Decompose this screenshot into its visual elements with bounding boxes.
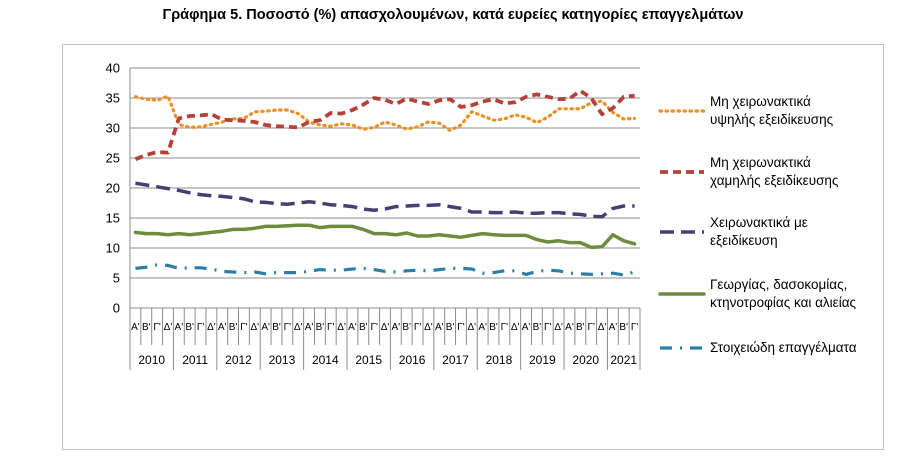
- series-line-5: [135, 263, 635, 277]
- x-tick-label: Α': [522, 322, 531, 333]
- x-tick-label: Δ': [598, 322, 607, 333]
- x-tick-label: Γ': [501, 322, 509, 333]
- legend-label-line: κτηνοτροφίας και αλιείας: [710, 295, 857, 310]
- chart-frame: [62, 44, 884, 450]
- year-label: 2020: [572, 353, 599, 367]
- x-tick-label: Γ': [197, 322, 205, 333]
- x-tick-label: Α': [565, 322, 574, 333]
- legend-label-line: Χειρωνακτικά με: [710, 215, 808, 230]
- x-tick-label: Β': [359, 322, 368, 333]
- x-tick-label: Α': [305, 322, 314, 333]
- series-line-1: [133, 94, 637, 132]
- x-tick-label: Α': [348, 322, 357, 333]
- x-tick-label: Α': [435, 322, 444, 333]
- x-tick-label: Γ': [153, 322, 161, 333]
- legend-label-line: εξειδίκευση: [710, 233, 778, 248]
- year-label: 2013: [269, 353, 296, 367]
- x-tick-label: Δ': [164, 322, 173, 333]
- legend-label-line: Στοιχειώδη επαγγέλματα: [710, 340, 857, 355]
- x-tick-label: Β': [402, 322, 411, 333]
- year-label: 2011: [182, 353, 208, 367]
- x-tick-label: Β': [489, 322, 498, 333]
- year-label: 2019: [529, 353, 556, 367]
- x-tick-label: Α': [218, 322, 227, 333]
- x-tick-label: Β': [142, 322, 151, 333]
- series-line-4: [133, 223, 637, 250]
- year-label: 2010: [138, 353, 165, 367]
- legend-label-line: υψηλής εξειδίκευσης: [710, 112, 834, 127]
- legend-label-line: χαμηλής εξειδίκευσης: [710, 173, 839, 188]
- legend-label-2: Μη χειρωνακτικά χαμηλής εξειδίκευσης: [710, 154, 838, 190]
- chart-title: Γράφημα 5. Ποσοστό (%) απασχολουμένων, κ…: [162, 7, 744, 23]
- x-tick-label: Δ': [294, 322, 303, 333]
- y-tick-label: 40: [106, 61, 120, 76]
- x-tick-label: Γ': [631, 322, 639, 333]
- x-tick-label: Γ': [457, 322, 465, 333]
- y-tick-label: 20: [106, 181, 120, 196]
- year-label: 2018: [486, 353, 513, 367]
- year-label: 2014: [312, 353, 339, 367]
- x-tick-label: Δ': [511, 322, 520, 333]
- year-label: 2012: [225, 353, 252, 367]
- legend-label-5: Στοιχειώδη επαγγέλματα: [710, 339, 857, 357]
- x-tick-label: Α': [261, 322, 270, 333]
- x-tick-label: Δ': [468, 322, 477, 333]
- year-label: 2015: [355, 353, 382, 367]
- y-tick-label: 5: [113, 271, 120, 286]
- legend-label-line: Μη χειρωνακτικά: [710, 94, 811, 109]
- y-tick-label: 10: [106, 241, 120, 256]
- x-tick-label: Β': [229, 322, 238, 333]
- x-tick-label: Γ': [414, 322, 422, 333]
- x-tick-label: Δ': [554, 322, 563, 333]
- legend-label-line: Μη χειρωνακτικά: [710, 155, 811, 170]
- year-label: 2021: [610, 353, 637, 367]
- x-tick-label: Γ': [240, 322, 248, 333]
- x-tick-label: Δ': [424, 322, 433, 333]
- x-tick-label: Α': [478, 322, 487, 333]
- x-tick-label: Γ': [370, 322, 378, 333]
- x-tick-label: Δ': [337, 322, 346, 333]
- series-line-3: [135, 181, 635, 219]
- y-tick-label: 25: [106, 151, 120, 166]
- legend-label-line: Γεωργίας, δασοκομίας,: [710, 277, 848, 292]
- legend-label-4: Γεωργίας, δασοκομίας, κτηνοτροφίας και αλ…: [710, 276, 856, 312]
- y-tick-label: 30: [106, 121, 120, 136]
- x-tick-label: Γ': [587, 322, 595, 333]
- x-tick-label: Α': [609, 322, 618, 333]
- x-tick-label: Γ': [327, 322, 335, 333]
- x-tick-label: Δ': [381, 322, 390, 333]
- legend-label-3: Χειρωνακτικά με εξειδίκευση: [710, 214, 808, 250]
- series-line-2: [134, 88, 635, 161]
- x-tick-label: Α': [131, 322, 140, 333]
- y-tick-label: 35: [106, 91, 120, 106]
- x-tick-label: Γ': [284, 322, 292, 333]
- x-tick-label: Β': [185, 322, 194, 333]
- y-tick-label: 0: [113, 301, 120, 316]
- year-label: 2017: [442, 353, 469, 367]
- x-tick-label: Α': [175, 322, 184, 333]
- x-tick-label: Β': [316, 322, 325, 333]
- x-tick-label: Β': [272, 322, 281, 333]
- x-tick-label: Δ': [207, 322, 216, 333]
- x-tick-label: Β': [619, 322, 628, 333]
- x-tick-label: Α': [392, 322, 401, 333]
- x-tick-label: Β': [446, 322, 455, 333]
- x-tick-label: Β': [576, 322, 585, 333]
- x-tick-label: Γ': [544, 322, 552, 333]
- y-tick-label: 15: [106, 211, 120, 226]
- year-label: 2016: [399, 353, 426, 367]
- legend-label-1: Μη χειρωνακτικά υψηλής εξειδίκευσης: [710, 93, 833, 129]
- x-tick-label: Δ': [250, 322, 259, 333]
- x-tick-label: Β': [533, 322, 542, 333]
